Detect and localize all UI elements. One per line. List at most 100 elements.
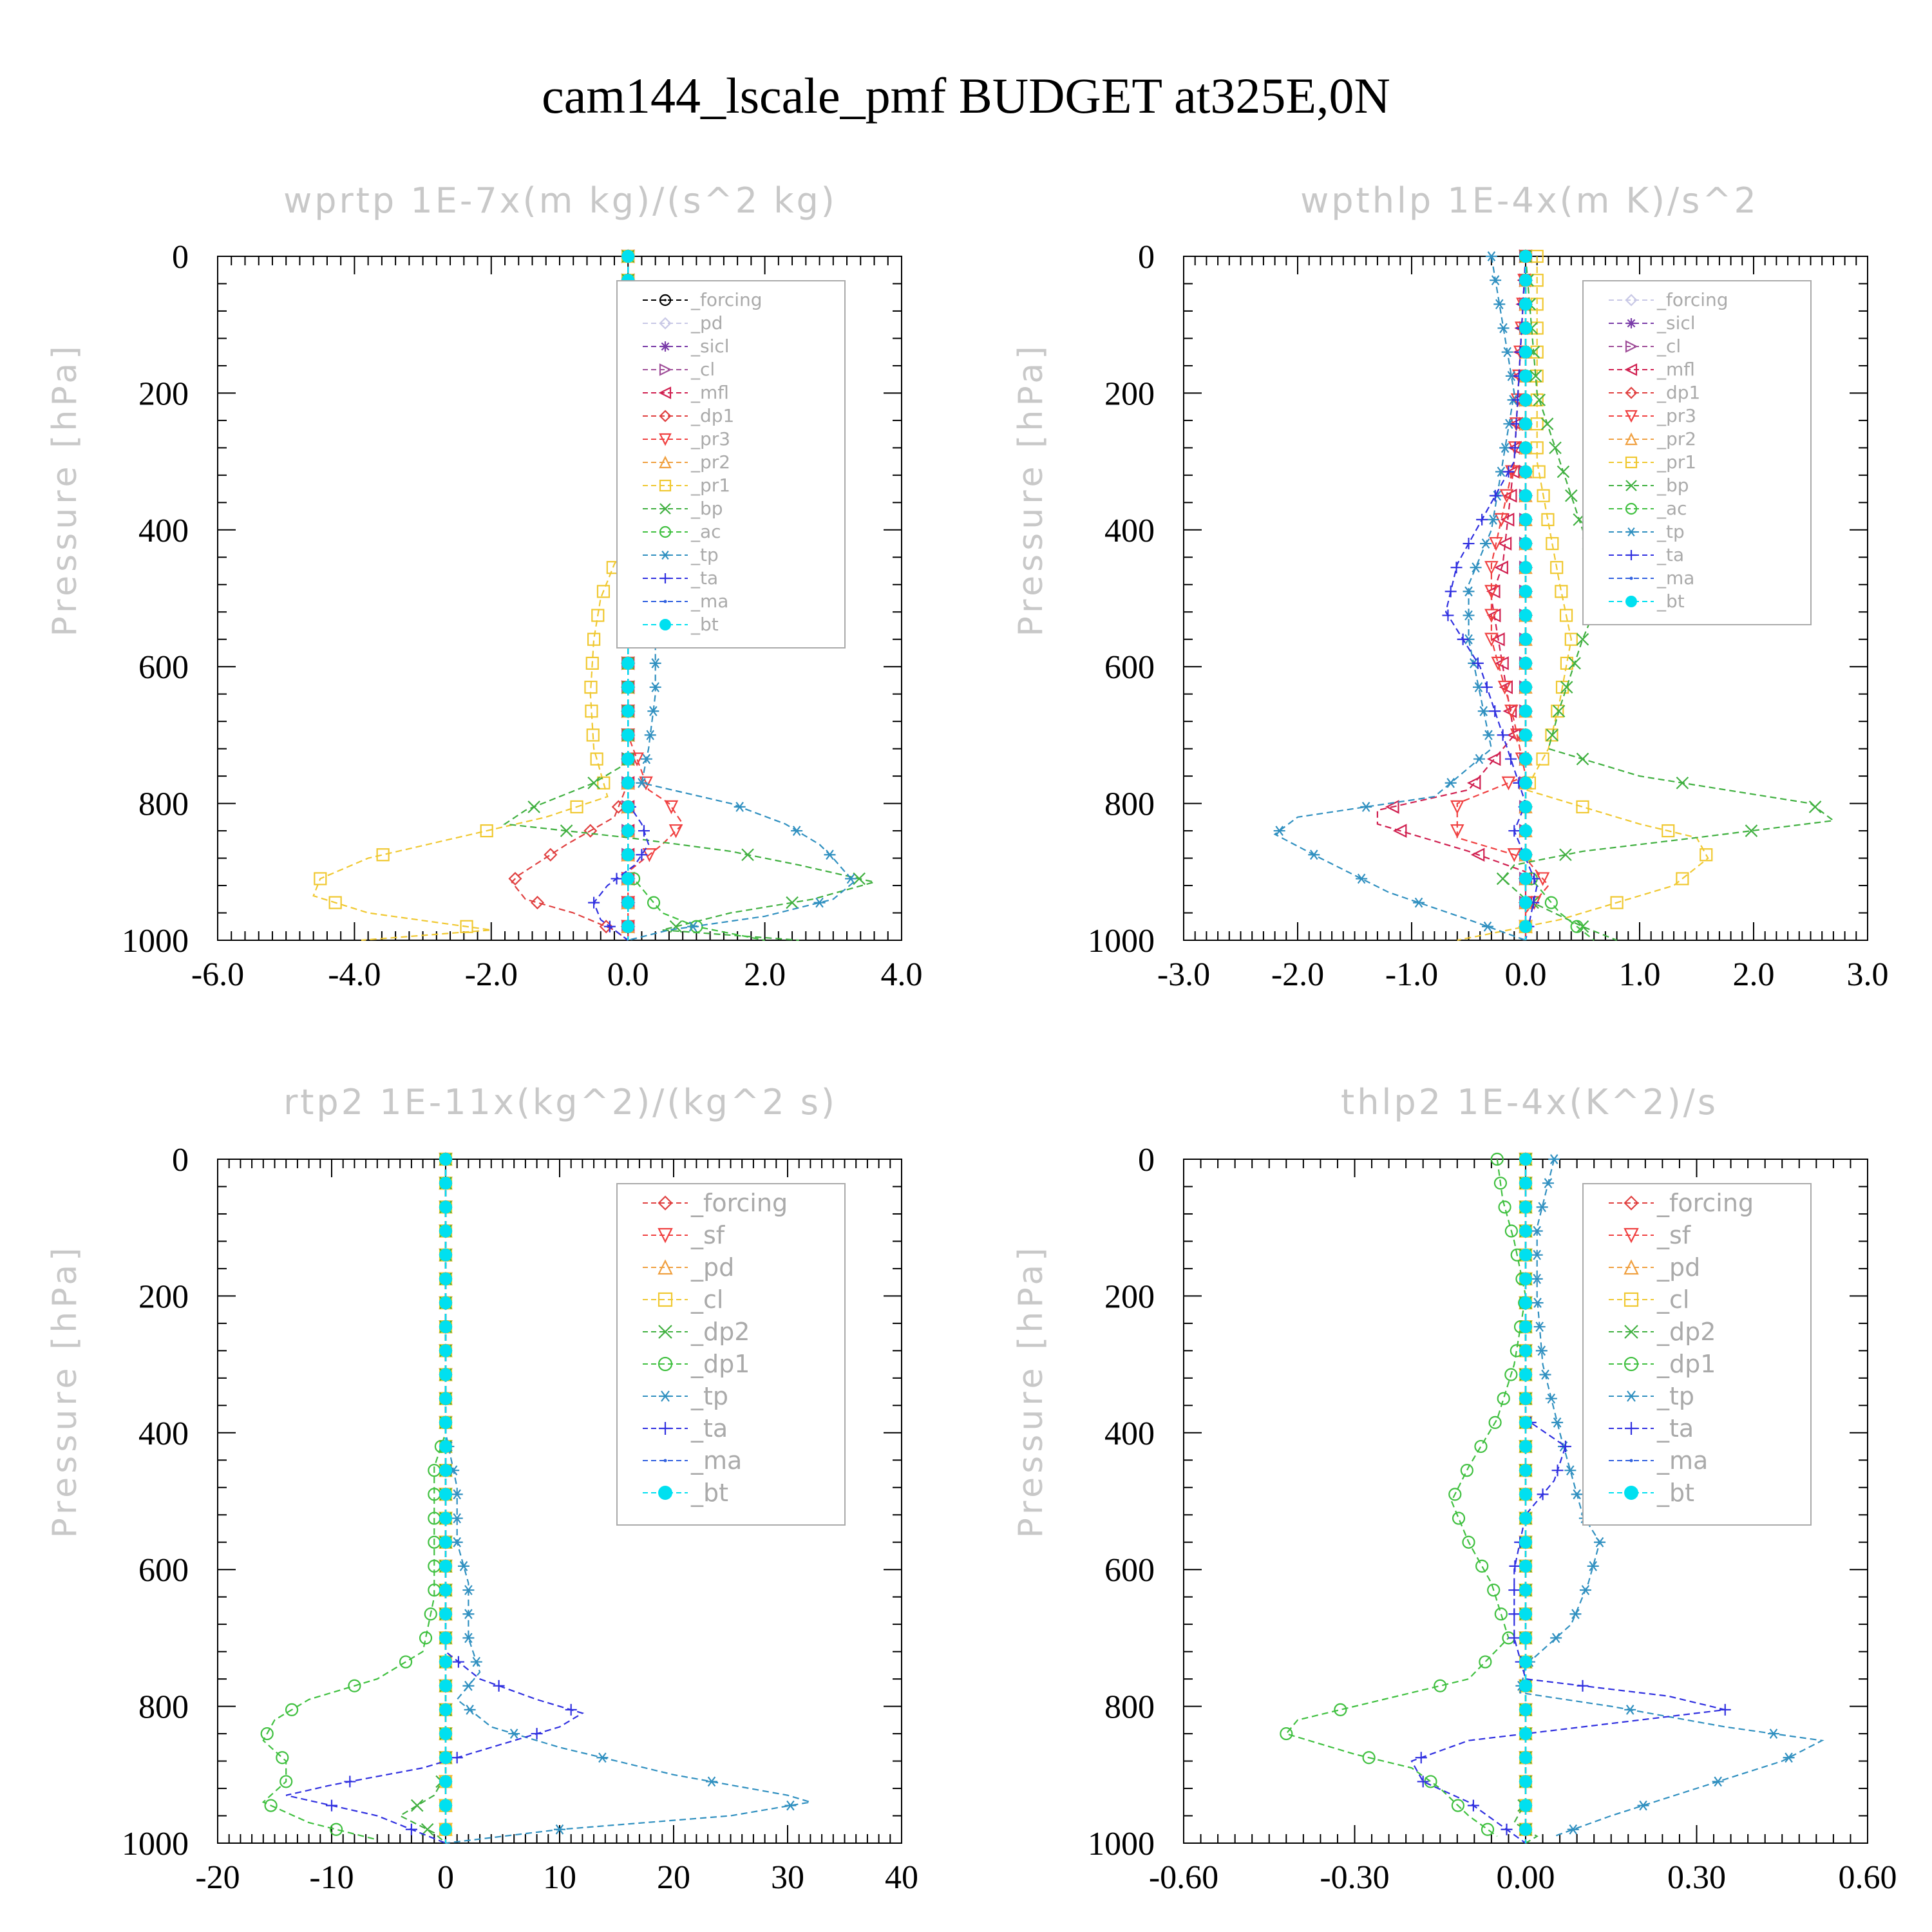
data-point-marker — [1540, 417, 1554, 430]
y-tick-label: 200 — [138, 1278, 189, 1315]
data-point-marker — [1362, 1751, 1376, 1765]
data-point-marker — [621, 656, 635, 670]
legend-marker — [658, 1292, 673, 1307]
legend-label: _ta — [1656, 544, 1684, 565]
legend-marker — [658, 1356, 673, 1372]
data-point-marker — [1519, 1296, 1532, 1310]
data-point-marker — [460, 920, 473, 933]
data-point-marker — [584, 680, 598, 694]
series-line — [1524, 256, 1595, 941]
data-point-marker — [1551, 1417, 1564, 1428]
data-point-marker — [1504, 1224, 1518, 1238]
legend-item: _dp1 — [643, 1350, 750, 1378]
legend-label: _bp — [1656, 475, 1689, 496]
data-point-marker — [786, 896, 799, 909]
data-point-marker — [439, 1559, 452, 1573]
legend-label: _sicl — [690, 336, 730, 357]
data-point-marker — [649, 658, 661, 668]
data-point-marker — [644, 730, 656, 741]
legend-label: _dp2 — [690, 1318, 750, 1346]
legend-marker — [1624, 1356, 1639, 1372]
data-point-marker — [1519, 1584, 1532, 1597]
data-point-marker — [1610, 896, 1624, 909]
data-point-marker — [1519, 1703, 1532, 1716]
data-point-marker — [439, 1153, 452, 1166]
data-point-marker — [421, 1823, 434, 1836]
data-point-marker — [1519, 752, 1532, 766]
series-line — [1285, 1159, 1527, 1837]
legend-marker — [659, 503, 671, 515]
data-point-marker — [1519, 609, 1532, 622]
panel-title: thlp2 1E-4x(K^2)/s — [1341, 1082, 1718, 1122]
data-point-marker — [1485, 251, 1497, 261]
data-point-marker — [1519, 1177, 1532, 1190]
data-point-marker — [1519, 585, 1532, 598]
data-point-marker — [285, 1703, 299, 1717]
legend-label: _ta — [690, 567, 718, 589]
data-point-marker — [1486, 608, 1501, 623]
data-point-marker — [1555, 680, 1569, 694]
data-point-marker — [1502, 466, 1515, 478]
data-point-marker — [1487, 1583, 1501, 1597]
data-point-marker — [1531, 1249, 1543, 1260]
legend-marker — [1625, 340, 1638, 353]
data-point-marker — [1442, 609, 1454, 621]
data-point-marker — [664, 800, 679, 815]
data-point-marker — [1519, 800, 1532, 813]
legend-marker — [659, 526, 672, 538]
data-point-marker — [439, 1511, 452, 1525]
legend-marker — [1629, 576, 1633, 580]
legend-item: _bt — [643, 1479, 728, 1507]
data-point-marker — [1467, 1799, 1479, 1812]
data-point-marker — [1536, 1202, 1548, 1213]
data-point-marker — [1637, 1800, 1649, 1811]
data-point-marker — [853, 872, 866, 886]
data-point-marker — [1519, 1464, 1532, 1477]
series-line — [627, 256, 855, 942]
data-point-marker — [1565, 489, 1578, 502]
series-line — [398, 1159, 447, 1844]
y-tick-label: 800 — [138, 1689, 189, 1726]
legend-item: _bp — [643, 498, 723, 519]
legend-label: _dp1 — [1656, 382, 1700, 403]
data-point-marker — [1712, 1776, 1724, 1787]
legend-marker — [1624, 1259, 1639, 1275]
legend-item: _pr1 — [643, 475, 730, 496]
legend-marker — [658, 1195, 673, 1211]
data-point-marker — [1356, 873, 1368, 884]
data-point-marker — [824, 849, 836, 860]
legend-item: _pd — [1609, 1253, 1700, 1282]
data-point-marker — [1571, 1489, 1583, 1500]
data-point-marker — [1546, 536, 1559, 551]
data-point-marker — [597, 776, 611, 790]
legend-item: _cl — [643, 1285, 723, 1314]
data-point-marker — [741, 848, 754, 862]
data-point-marker — [669, 920, 683, 933]
data-point-marker — [1484, 632, 1499, 647]
legend-item: _tp — [643, 544, 719, 565]
data-point-marker — [1444, 585, 1457, 598]
series-bt — [1519, 1153, 1532, 1843]
legend-marker — [659, 455, 672, 469]
data-point-marker — [1448, 1488, 1462, 1501]
data-point-marker — [1489, 489, 1501, 502]
legend-label: _dp1 — [1656, 1350, 1716, 1378]
data-point-marker — [1519, 1392, 1532, 1405]
data-point-marker — [636, 849, 648, 861]
y-tick-label: 1000 — [122, 1826, 189, 1862]
data-point-marker — [1519, 1751, 1532, 1765]
y-tick-label: 400 — [1104, 1416, 1155, 1452]
legend-marker — [1629, 1459, 1633, 1463]
data-point-marker — [1519, 1775, 1532, 1788]
data-point-marker — [1519, 776, 1532, 790]
data-point-marker — [1700, 848, 1713, 862]
legend-label: _cl — [690, 1285, 723, 1314]
x-tick-label: -2.0 — [465, 956, 518, 993]
y-axis-label: Pressure [hPa] — [1012, 343, 1050, 637]
data-point-marker — [1476, 513, 1488, 526]
data-point-marker — [1484, 585, 1499, 599]
y-tick-label: 200 — [1104, 1278, 1155, 1315]
legend-label: _sf — [1656, 1221, 1692, 1249]
legend-item: _sf — [643, 1221, 726, 1249]
legend-label: _ta — [1656, 1414, 1694, 1443]
